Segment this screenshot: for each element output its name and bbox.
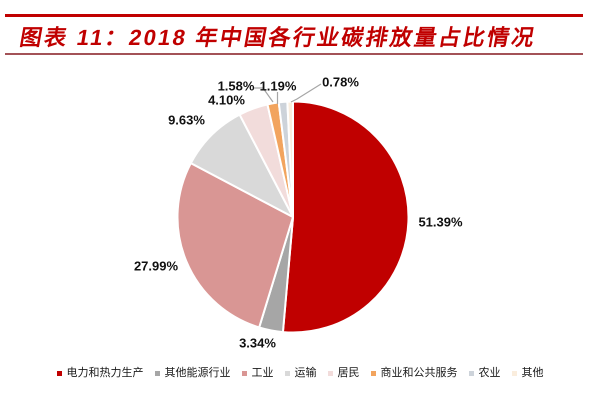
slice-label: 27.99% (133, 258, 179, 273)
slice-label: 1.19% (259, 78, 297, 93)
header-sub-rule (5, 52, 583, 55)
legend-marker (468, 370, 474, 376)
legend-label: 其他能源行业 (164, 367, 231, 379)
legend-marker (511, 370, 517, 376)
legend-item: 其他能源行业 (154, 367, 231, 379)
header-top-rule (5, 14, 583, 17)
slice-label: 0.78% (322, 74, 359, 90)
legend-item: 商业和公共服务 (370, 367, 458, 379)
legend-item: 工业 (241, 367, 274, 379)
slice-label: 4.10% (208, 92, 245, 108)
legend-label: 其他 (521, 367, 544, 379)
legend-marker (284, 370, 290, 376)
slice-label: 9.63% (168, 112, 205, 128)
slice-label: 1.58% (217, 78, 255, 93)
legend-label: 农业 (478, 367, 501, 379)
legend-item: 居民 (327, 367, 360, 379)
pie-slice-3 (176, 162, 294, 329)
slice-label: 51.39% (418, 214, 463, 229)
legend-marker (241, 370, 247, 376)
legend-label: 工业 (251, 367, 274, 379)
legend-marker (56, 370, 62, 376)
legend-item: 电力和热力生产 (56, 367, 144, 379)
pie-slice-1 (281, 100, 410, 334)
legend-item: 运输 (284, 367, 317, 379)
legend-marker (327, 370, 333, 376)
legend-label: 商业和公共服务 (380, 367, 458, 379)
legend-label: 电力和热力生产 (66, 367, 144, 379)
leader-line (254, 87, 274, 103)
slice-label: 3.34% (239, 335, 276, 350)
legend: 电力和热力生产 其他能源行业 工业 运输 居民 商业和公共服务 农业 其他 (0, 367, 600, 379)
leader-line (290, 83, 322, 103)
legend-label: 居民 (337, 367, 360, 379)
legend-marker (154, 370, 160, 376)
legend-item: 其他 (511, 367, 544, 379)
legend-item: 农业 (468, 367, 501, 379)
legend-label: 运输 (294, 367, 317, 379)
legend-marker (370, 370, 376, 376)
